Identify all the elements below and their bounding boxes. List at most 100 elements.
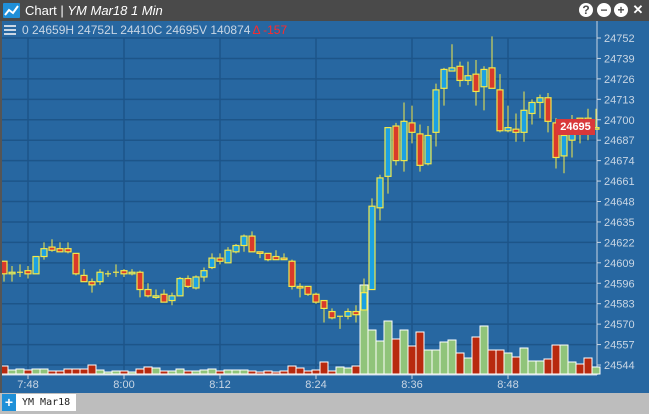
volume-bar bbox=[63, 368, 73, 375]
candle-body bbox=[392, 125, 400, 162]
volume-bar bbox=[175, 368, 185, 375]
help-icon[interactable]: ? bbox=[579, 3, 593, 17]
volume-bar bbox=[391, 338, 401, 375]
volume-bar bbox=[407, 345, 417, 375]
volume-bar bbox=[39, 368, 49, 375]
title-prefix: Chart | bbox=[25, 3, 68, 18]
volume-bar bbox=[367, 329, 377, 375]
candle-body bbox=[368, 205, 376, 291]
volume-bar bbox=[167, 370, 177, 375]
x-tick-label: 8:48 bbox=[497, 379, 518, 391]
candle-body bbox=[256, 251, 264, 254]
volume-bar bbox=[479, 325, 489, 375]
price-chart[interactable]: 24752 24739 24726 24713 24700 24687 24674 24661… bbox=[0, 0, 649, 393]
candle-body bbox=[32, 255, 40, 275]
candle-body bbox=[192, 276, 200, 289]
candle-body bbox=[176, 277, 184, 297]
y-tick-label: 24596 bbox=[604, 278, 635, 290]
add-tab-button[interactable]: + bbox=[2, 394, 16, 411]
x-tick-label: 8:00 bbox=[113, 379, 134, 391]
candle-body bbox=[360, 292, 368, 311]
volume-bar bbox=[143, 366, 153, 375]
volume-bar bbox=[239, 369, 249, 375]
candle-body bbox=[384, 127, 392, 177]
window-title: Chart | YM Mar18 1 Min bbox=[25, 3, 163, 18]
candle-body bbox=[72, 252, 80, 275]
volume-bar bbox=[319, 361, 329, 375]
volume-bar bbox=[431, 349, 441, 375]
menu-icon[interactable] bbox=[4, 25, 16, 35]
candle-body bbox=[208, 257, 216, 269]
volume-bar bbox=[519, 347, 529, 375]
x-tick-label: 8:12 bbox=[209, 379, 230, 391]
x-tick-label: 8:36 bbox=[401, 379, 422, 391]
candle-body bbox=[40, 248, 48, 258]
candle-body bbox=[144, 288, 152, 297]
candle-body bbox=[288, 260, 296, 287]
volume-bar bbox=[247, 370, 257, 375]
candle-body bbox=[304, 285, 312, 295]
volume-bar bbox=[447, 339, 457, 375]
candle-body bbox=[56, 248, 64, 253]
candle-body bbox=[168, 295, 176, 302]
volume-bar bbox=[223, 369, 233, 375]
candle-body bbox=[440, 68, 448, 89]
volume-bar bbox=[7, 369, 17, 375]
y-tick-label: 24752 bbox=[604, 33, 635, 45]
volume-bar bbox=[471, 336, 481, 375]
y-tick-label: 24609 bbox=[604, 258, 635, 270]
volume-bar bbox=[295, 367, 305, 375]
volume-bar bbox=[575, 363, 585, 375]
maximize-icon[interactable]: + bbox=[614, 3, 628, 17]
candle-body bbox=[560, 134, 568, 157]
y-tick-label: 24726 bbox=[604, 74, 635, 86]
volume-bar bbox=[527, 360, 537, 375]
x-tick-label: 8:24 bbox=[305, 379, 326, 391]
volume-bar bbox=[119, 370, 129, 375]
volume-bar bbox=[423, 349, 433, 375]
y-tick-label: 24648 bbox=[604, 197, 635, 209]
volume-bar bbox=[31, 368, 41, 375]
candle-body bbox=[264, 252, 272, 261]
volume-bar bbox=[567, 361, 577, 375]
volume-bar bbox=[135, 368, 145, 375]
volume-bar bbox=[71, 368, 81, 375]
candle-body bbox=[64, 248, 72, 253]
volume-bar bbox=[455, 352, 465, 375]
minimize-icon[interactable]: − bbox=[597, 3, 611, 17]
volume-bar bbox=[327, 370, 337, 375]
volume-bar bbox=[55, 370, 65, 375]
volume-bar bbox=[151, 367, 161, 375]
candle-body bbox=[464, 75, 472, 82]
volume-bar bbox=[543, 358, 553, 375]
y-tick-label: 24661 bbox=[604, 176, 635, 188]
volume-bar bbox=[415, 331, 425, 375]
volume-bar bbox=[271, 371, 281, 375]
volume-bar bbox=[95, 369, 105, 375]
candle-body bbox=[488, 67, 496, 89]
candle-body bbox=[128, 271, 136, 275]
candle-body bbox=[224, 249, 232, 264]
candle-body bbox=[416, 133, 424, 166]
title-bar: Chart | YM Mar18 1 Min ? − + ✕ bbox=[0, 0, 649, 21]
y-tick-label: 24687 bbox=[604, 135, 635, 147]
price-change: Δ -157 bbox=[252, 23, 287, 37]
volume-bar bbox=[279, 370, 289, 375]
volume-bar bbox=[287, 365, 297, 375]
tab-ym-mar18[interactable]: YM Mar18 bbox=[16, 394, 77, 411]
volume-bar bbox=[127, 371, 137, 375]
candle-body bbox=[528, 101, 536, 115]
candle-body bbox=[80, 274, 88, 283]
candle-body bbox=[48, 246, 56, 251]
volume-bar bbox=[463, 357, 473, 375]
volume-bar bbox=[375, 340, 385, 375]
candle-body bbox=[400, 120, 408, 162]
candle-body bbox=[240, 235, 248, 247]
close-icon[interactable]: ✕ bbox=[632, 2, 644, 17]
candle-body bbox=[152, 295, 160, 298]
candle-body bbox=[408, 122, 416, 133]
volume-bar bbox=[303, 370, 313, 375]
candle-body bbox=[456, 65, 464, 82]
candle-body bbox=[184, 277, 192, 287]
delta-icon: Δ bbox=[252, 23, 260, 37]
